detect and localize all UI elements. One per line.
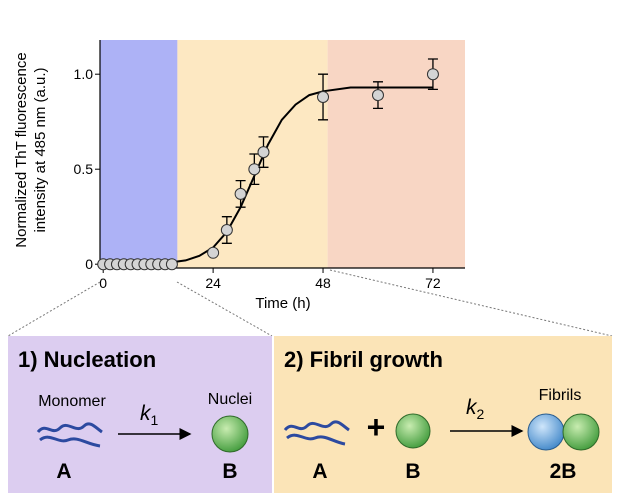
data-point — [166, 259, 177, 270]
shaded-region — [100, 40, 177, 268]
species-name: Fibrils — [539, 387, 582, 404]
nucleus-icon — [212, 416, 248, 452]
rate-subscript: 1 — [151, 412, 159, 428]
y-tick-label: 1.0 — [74, 66, 94, 82]
x-tick-label: 72 — [425, 275, 441, 291]
y-axis-label: intensity at 485 nm (a.u.) — [32, 67, 49, 232]
x-tick-label: 24 — [205, 275, 221, 291]
figure: 0 0.5 1.0 0 24 48 72 Normalized ThT fluorescen… — [0, 0, 618, 494]
y-tick-label: 0.5 — [74, 161, 94, 177]
fibril-icon — [528, 414, 564, 450]
data-point — [258, 147, 269, 158]
data-point — [208, 247, 219, 258]
nucleus-icon — [396, 414, 430, 448]
species-name: Nuclei — [208, 391, 252, 408]
data-point — [318, 92, 329, 103]
panel-title: 2) Fibril growth — [284, 347, 443, 372]
x-tick-label: 48 — [315, 275, 331, 291]
y-axis-label: Normalized ThT fluorescence — [13, 52, 30, 247]
fibril-icon — [563, 414, 599, 450]
x-tick-label: 0 — [99, 275, 107, 291]
species: 2B — [550, 460, 577, 483]
species: A — [56, 460, 71, 483]
data-point — [221, 225, 232, 236]
y-tick-label: 0 — [85, 256, 93, 272]
x-axis-label: Time (h) — [255, 295, 310, 312]
rate-subscript: 2 — [477, 406, 485, 422]
species: B — [405, 460, 420, 483]
panel-title: 1) Nucleation — [18, 347, 156, 372]
shaded-region — [328, 40, 465, 268]
data-point — [372, 90, 383, 101]
species-name: Monomer — [38, 393, 106, 410]
species: B — [222, 460, 237, 483]
plus: + — [367, 409, 386, 445]
data-point — [427, 69, 438, 80]
zoom-line — [8, 282, 100, 336]
species: A — [312, 460, 327, 483]
data-point — [249, 164, 260, 175]
plot: 0 0.5 1.0 0 24 48 72 — [74, 40, 465, 291]
zoom-line — [330, 270, 612, 336]
data-point — [235, 188, 246, 199]
